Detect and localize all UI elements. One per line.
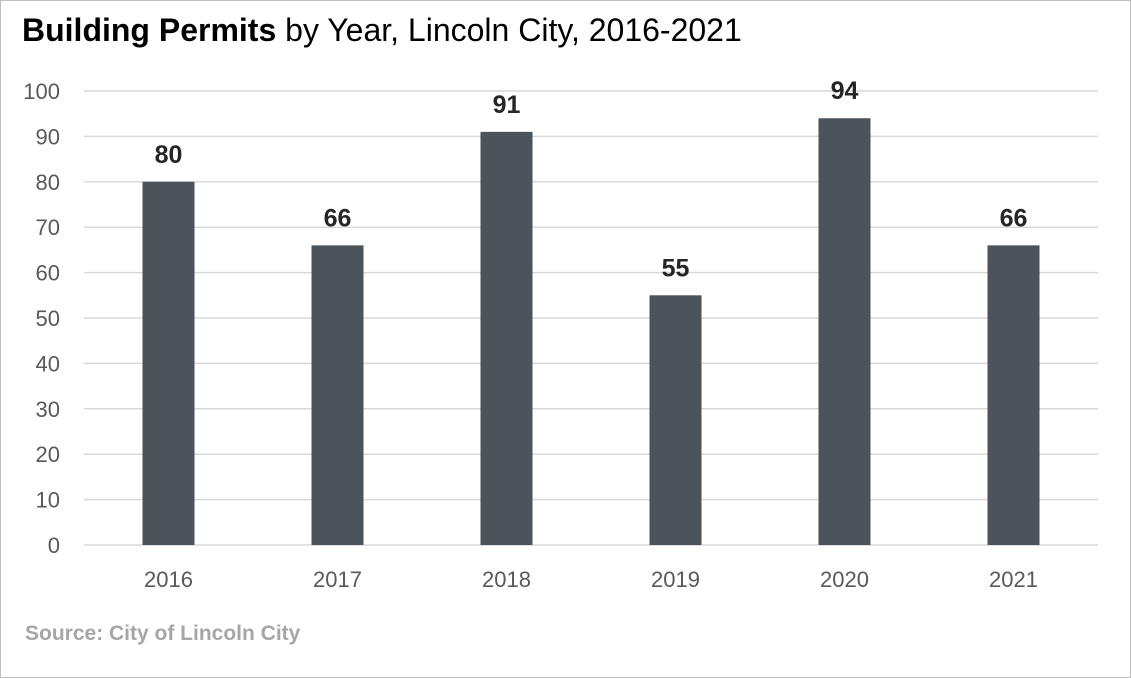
y-tick-label: 40 [36, 351, 60, 376]
bar [987, 245, 1040, 546]
y-tick-label: 100 [23, 79, 60, 104]
y-tick-label: 90 [36, 124, 60, 149]
bar [142, 181, 195, 546]
y-tick-label: 0 [48, 533, 60, 558]
x-tick-label: 2020 [820, 567, 869, 592]
chart-title-rest: by Year, Lincoln City, 2016-2021 [276, 12, 742, 48]
y-tick-label: 30 [36, 397, 60, 422]
y-tick-label: 80 [36, 170, 60, 195]
bar [311, 245, 364, 546]
data-label: 91 [493, 91, 521, 119]
y-tick-label: 10 [36, 488, 60, 513]
y-tick-label: 60 [36, 261, 60, 286]
x-tick-label: 2018 [482, 567, 531, 592]
data-label: 94 [831, 77, 859, 105]
bar [480, 131, 533, 546]
data-label: 66 [1000, 204, 1028, 232]
chart-title: Building Permits by Year, Lincoln City, … [22, 12, 742, 49]
x-tick-label: 2019 [651, 567, 700, 592]
data-label: 80 [155, 141, 183, 169]
bar [818, 118, 871, 546]
y-tick-label: 20 [36, 442, 60, 467]
x-tick-label: 2021 [989, 567, 1038, 592]
x-tick-label: 2017 [313, 567, 362, 592]
bar-chart: 0 10 20 30 40 50 60 70 80 90 100 80 2016 66 2017 91 2018… [23, 77, 1098, 592]
data-label: 55 [662, 254, 690, 282]
x-tick-label: 2016 [144, 567, 193, 592]
chart-title-bold: Building Permits [22, 12, 277, 48]
bar [649, 295, 702, 545]
y-tick-label: 50 [36, 306, 60, 331]
data-label: 66 [324, 204, 352, 232]
y-tick-label: 70 [36, 215, 60, 240]
source-note: Source: City of Lincoln City [25, 622, 301, 645]
